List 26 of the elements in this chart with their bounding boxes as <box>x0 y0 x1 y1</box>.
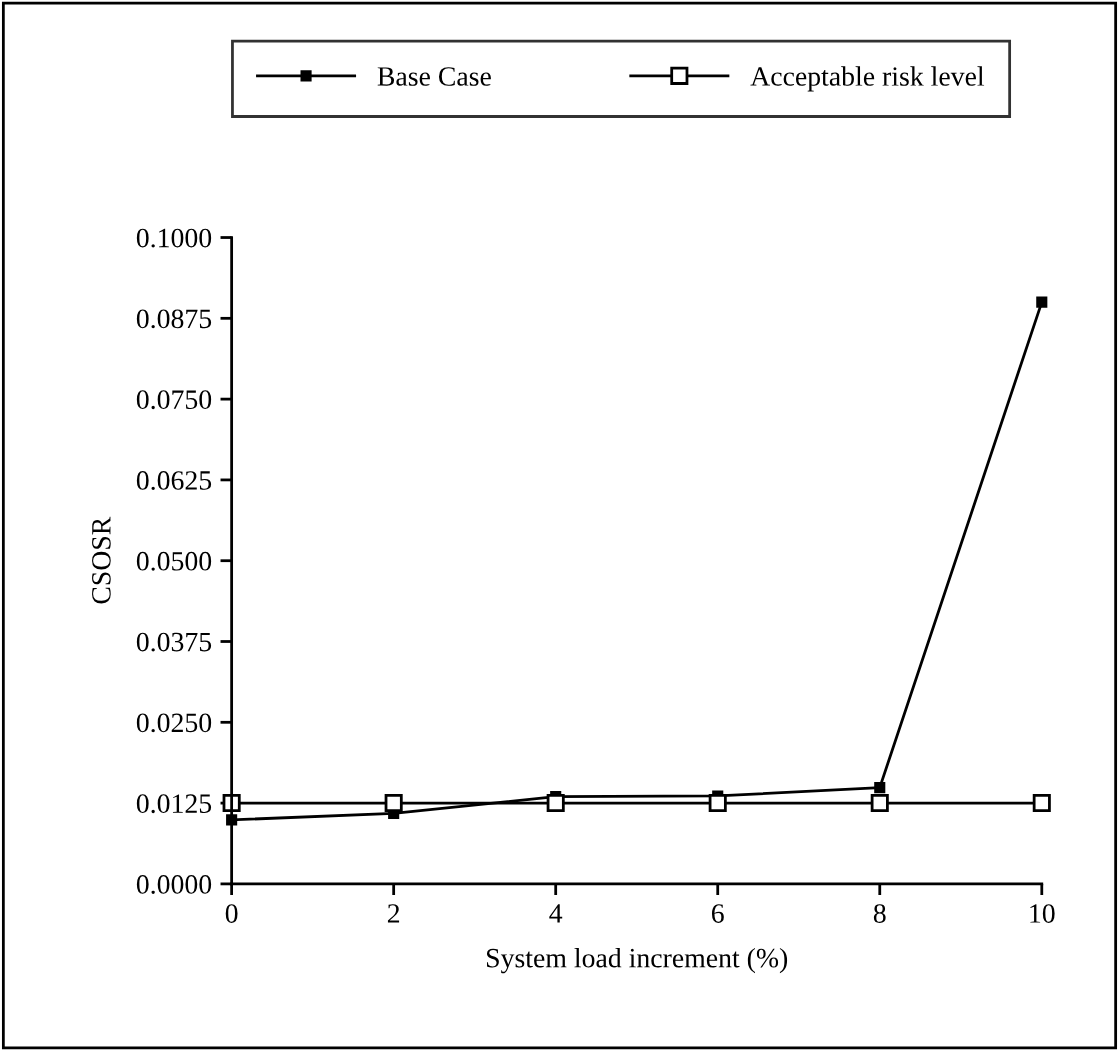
x-tick-label: 4 <box>549 904 563 923</box>
y-tick-label: 0.0750 <box>136 390 212 410</box>
y-tick-label: 0.0250 <box>136 713 212 733</box>
y-tick-label: 0.0875 <box>136 309 212 329</box>
y-tick-label: 0.0375 <box>136 632 212 652</box>
y-tick-label: 0.0625 <box>136 471 212 490</box>
x-axis-title: System load increment (%) <box>486 947 788 974</box>
legend-label: Acceptable risk level <box>750 66 985 92</box>
y-tick-label: 0.0000 <box>136 875 212 894</box>
x-tick-label: 2 <box>387 904 400 923</box>
legend-label: Base Case <box>377 67 491 86</box>
point <box>708 794 727 813</box>
x-tick-label: 6 <box>711 904 724 923</box>
point <box>1032 794 1051 813</box>
x-tick-label: 0 <box>225 904 238 923</box>
y-axis-title: CSOSR <box>92 516 111 604</box>
y-tick-label: 0.1000 <box>136 228 212 248</box>
point <box>870 794 889 813</box>
x-tick-label: 10 <box>1030 904 1055 923</box>
x-tick-label: 8 <box>873 904 886 923</box>
y-tick-label: 0.0125 <box>136 794 212 814</box>
y-tick-label: 0.0500 <box>136 551 212 571</box>
point <box>874 782 886 794</box>
point <box>384 794 403 813</box>
point <box>1036 296 1048 308</box>
point <box>546 794 565 813</box>
